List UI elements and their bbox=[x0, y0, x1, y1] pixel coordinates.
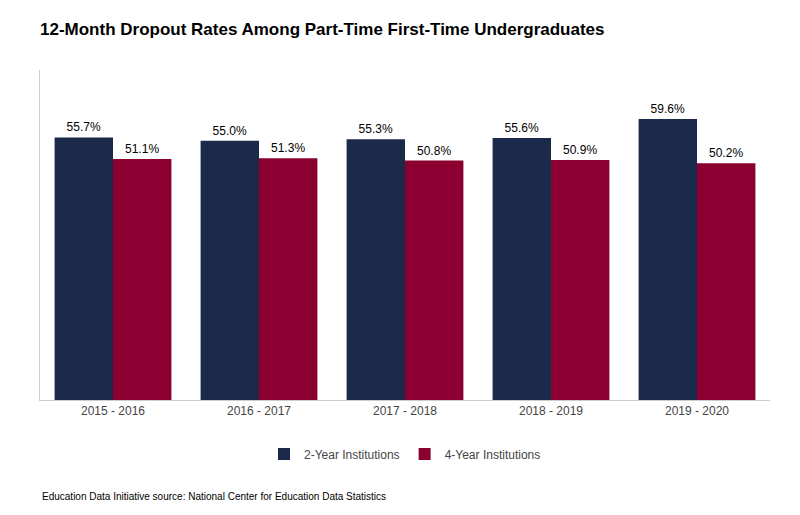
svg-text:55.3%: 55.3% bbox=[359, 122, 393, 136]
svg-text:55.7%: 55.7% bbox=[67, 120, 101, 134]
svg-text:50.9%: 50.9% bbox=[563, 143, 597, 157]
svg-text:2016 - 2017: 2016 - 2017 bbox=[227, 404, 291, 418]
svg-text:Education Data Initiative sour: Education Data Initiative source: Nation… bbox=[42, 491, 386, 502]
svg-text:51.1%: 51.1% bbox=[125, 142, 159, 156]
svg-text:2015 - 2016: 2015 - 2016 bbox=[81, 404, 145, 418]
svg-text:55.0%: 55.0% bbox=[213, 124, 247, 138]
svg-text:59.6%: 59.6% bbox=[651, 102, 685, 116]
svg-text:50.2%: 50.2% bbox=[709, 146, 743, 160]
svg-text:50.8%: 50.8% bbox=[417, 144, 451, 158]
svg-text:2017 - 2018: 2017 - 2018 bbox=[373, 404, 437, 418]
svg-text:2018 - 2019: 2018 - 2019 bbox=[519, 404, 583, 418]
svg-text:4-Year Institutions: 4-Year Institutions bbox=[445, 448, 541, 462]
svg-text:12-Month Dropout Rates Among P: 12-Month Dropout Rates Among Part-Time F… bbox=[40, 20, 605, 39]
svg-text:2-Year Institutions: 2-Year Institutions bbox=[304, 448, 400, 462]
svg-text:55.6%: 55.6% bbox=[505, 121, 539, 135]
svg-text:51.3%: 51.3% bbox=[271, 141, 305, 155]
svg-text:2019 - 2020: 2019 - 2020 bbox=[665, 404, 729, 418]
